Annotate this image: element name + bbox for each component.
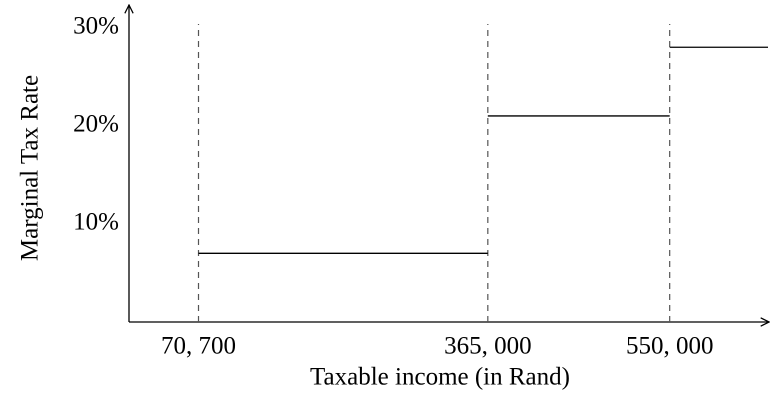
- x-tick-label: 550, 000: [626, 333, 714, 360]
- x-tick-label: 70, 700: [161, 333, 236, 360]
- x-axis-label: Taxable income (in Rand): [310, 364, 570, 391]
- y-tick-label: 20%: [73, 110, 119, 137]
- x-tick-label: 365, 000: [444, 333, 532, 360]
- y-axis-label: Marginal Tax Rate: [17, 75, 44, 261]
- y-tick-label: 30%: [73, 12, 119, 39]
- y-tick-label: 10%: [73, 209, 119, 236]
